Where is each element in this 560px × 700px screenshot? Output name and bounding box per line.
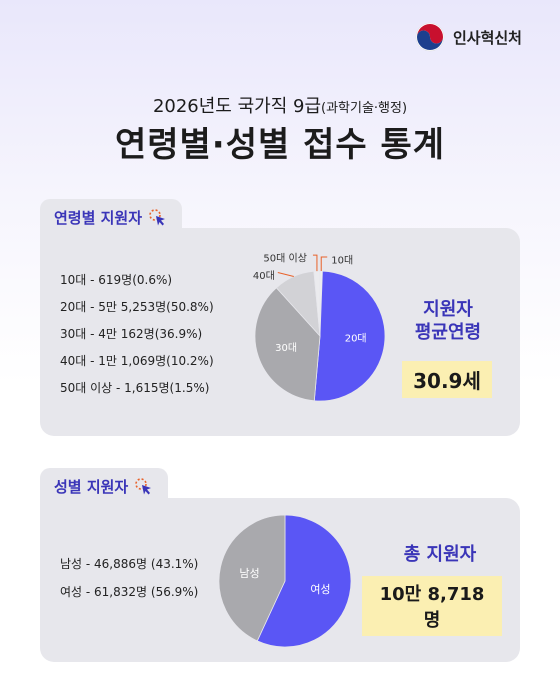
list-item: 남성 - 46,886명 (43.1%) bbox=[60, 557, 199, 571]
slice-label: 50대 이상 bbox=[263, 253, 307, 265]
slice-label: 20대 bbox=[345, 333, 367, 345]
list-item: 20대 - 5만 5,253명(50.8%) bbox=[60, 300, 214, 314]
avg-age-value: 30.9세 bbox=[402, 361, 492, 398]
age-tab-label: 연령별 지원자 bbox=[54, 209, 143, 227]
logo: 인사혁신처 bbox=[415, 22, 522, 52]
total-applicants-label: 총 지원자 bbox=[403, 544, 477, 565]
pie-slice-1 bbox=[256, 514, 352, 648]
list-item: 30대 - 4만 162명(36.9%) bbox=[60, 327, 203, 341]
slice-label: 여성 bbox=[310, 583, 330, 596]
avg-age-label: 지원자 평균연령 bbox=[388, 298, 508, 345]
list-item: 여성 - 61,832명 (56.9%) bbox=[60, 585, 199, 599]
total-applicants-value: 10만 8,718명 bbox=[362, 576, 502, 636]
slice-label: 30대 bbox=[275, 342, 297, 354]
page-title: 연령별·성별 접수 통계 bbox=[114, 125, 446, 165]
list-item: 40대 - 1만 1,069명(10.2%) bbox=[60, 354, 214, 368]
gender-list: 남성 - 46,886명 (43.1%) 여성 - 61,832명 (56.9%… bbox=[60, 558, 198, 614]
slice-label: 40대 bbox=[253, 270, 275, 282]
list-item: 50대 이상 - 1,615명(1.5%) bbox=[60, 381, 210, 395]
org-name: 인사혁신처 bbox=[452, 28, 522, 47]
taegeuk-icon bbox=[415, 22, 445, 52]
age-card: 10대 - 619명(0.6%) 20대 - 5만 5,253명(50.8%) … bbox=[40, 228, 520, 436]
pie-slice-2 bbox=[218, 514, 286, 642]
gender-tab-label: 성별 지원자 bbox=[54, 478, 129, 496]
subtitle-main: 2026년도 국가직 9급 bbox=[152, 96, 322, 117]
cursor-click-icon bbox=[135, 477, 152, 494]
page-subtitle: 2026년도 국가직 9급(과학기술·행정) bbox=[0, 92, 560, 118]
slice-label: 10대 bbox=[331, 255, 353, 267]
age-pie-chart: 10대 20대 30대 40대 50대 이상 bbox=[253, 253, 386, 402]
pie-slice-3 bbox=[254, 287, 321, 402]
age-list: 10대 - 619명(0.6%) 20대 - 5만 5,253명(50.8%) … bbox=[60, 274, 214, 409]
avg-label-line2: 평균연령 bbox=[414, 322, 482, 344]
pie-slice-5 bbox=[313, 270, 321, 337]
subtitle-paren: (과학기술·행정) bbox=[321, 101, 408, 116]
gender-card: 남성 - 46,886명 (43.1%) 여성 - 61,832명 (56.9%… bbox=[40, 498, 520, 662]
cursor-click-icon bbox=[149, 208, 166, 225]
list-item: 10대 - 619명(0.6%) bbox=[60, 273, 173, 287]
pie-slice-2 bbox=[313, 270, 386, 402]
avg-label-line1: 지원자 bbox=[423, 299, 473, 320]
slice-label: 남성 bbox=[239, 567, 259, 580]
gender-pie-chart: 여성 남성 bbox=[218, 514, 352, 648]
